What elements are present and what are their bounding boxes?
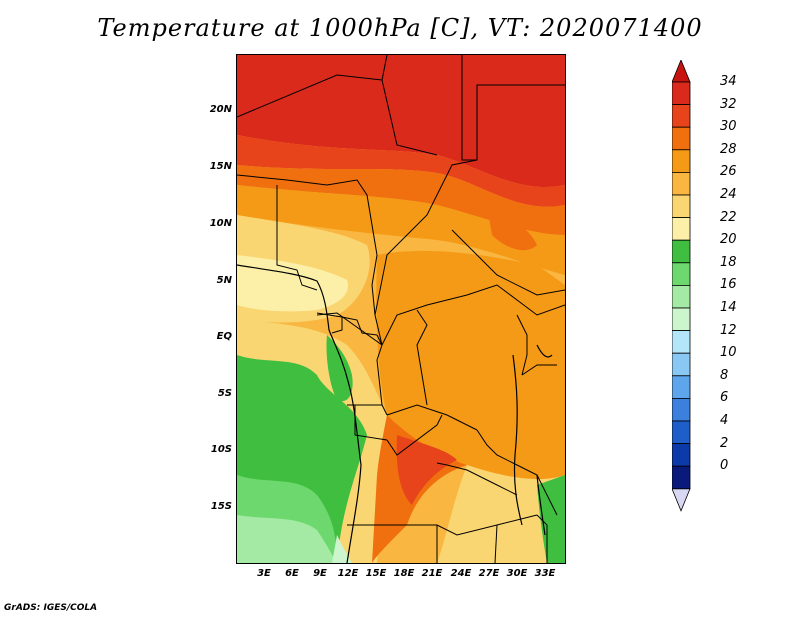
colorbar-cell: [672, 397, 691, 422]
colorbar-label: 18: [720, 254, 737, 270]
colorbar-label: 24: [720, 187, 737, 202]
colorbar-label: 2: [720, 435, 729, 451]
colorbar-cell: [672, 420, 691, 445]
colorbar-label: 28: [720, 141, 737, 157]
colorbar-cell: [672, 149, 691, 173]
lat-label-5s: 5S: [217, 388, 232, 399]
colorbar-cell: [672, 194, 691, 219]
colorbar-cell: [672, 465, 691, 490]
colorbar-cell: [672, 330, 691, 354]
colorbar: [672, 60, 691, 512]
region-30-north: [237, 165, 565, 235]
colorbar-top-arrow: [672, 60, 691, 83]
lon-label-15e: 15E: [365, 568, 387, 579]
colorbar-label: 26: [720, 164, 737, 180]
colorbar-label: 12: [720, 322, 737, 338]
lon-label-18e: 18E: [393, 568, 415, 579]
colorbar-bottom-arrow: [672, 488, 691, 512]
credit-label: GrADS: IGES/COLA: [4, 603, 98, 613]
colorbar-cell: [672, 284, 691, 309]
colorbar-label: 4: [720, 413, 729, 428]
lon-label-9e: 9E: [313, 568, 327, 579]
colorbar-cells: [672, 60, 691, 512]
temperature-map: [236, 54, 566, 564]
colorbar-label: 22: [720, 209, 737, 225]
region-28-east: [376, 250, 565, 480]
region-32: [237, 135, 565, 207]
lat-label-20n: 20N: [209, 104, 232, 115]
colorbar-cell: [672, 104, 691, 128]
colorbar-label: 30: [720, 119, 737, 135]
lat-label-10n: 10N: [209, 218, 232, 229]
colorbar-label: 14: [720, 300, 737, 315]
region-28-north: [237, 185, 565, 275]
colorbar-cell: [672, 81, 691, 106]
region-14: [332, 535, 352, 563]
colorbar-cell: [672, 239, 691, 264]
colorbar-label: 6: [720, 390, 729, 406]
colorbar-cell: [672, 126, 691, 151]
colorbar-cell: [672, 307, 691, 332]
colorbar-label: 0: [720, 458, 729, 474]
colorbar-cell: [672, 172, 691, 196]
colorbar-label: 16: [720, 277, 737, 293]
colorbar-cell: [672, 262, 691, 286]
region-34: [237, 55, 565, 188]
region-30-darfur: [487, 205, 537, 251]
lon-label-33e: 33E: [534, 568, 556, 579]
region-32-south: [396, 435, 457, 505]
colorbar-cell: [672, 443, 691, 467]
lon-label-3e: 3E: [257, 568, 271, 579]
plot-title: Temperature at 1000hPa [C], VT: 20200714…: [97, 14, 703, 42]
region-16: [237, 515, 337, 563]
lon-label-6e: 6E: [285, 568, 299, 579]
colorbar-label: 32: [720, 96, 737, 112]
colorbar-label: 8: [720, 367, 729, 383]
colorbar-cell: [672, 375, 691, 399]
colorbar-label: 10: [720, 345, 737, 361]
colorbar-label: 34: [720, 74, 737, 89]
colorbar-label: 20: [720, 232, 737, 248]
lon-label-30e: 30E: [506, 568, 528, 579]
region-24-southeast: [437, 465, 565, 563]
colorbar-cell: [672, 352, 691, 377]
region-20-east: [537, 475, 565, 563]
lat-label-10s: 10S: [210, 444, 232, 455]
lat-label-5n: 5N: [216, 275, 232, 286]
colorbar-cell: [672, 217, 691, 241]
lon-label-27e: 27E: [478, 568, 500, 579]
lat-label-15n: 15N: [209, 161, 232, 172]
lon-label-24e: 24E: [450, 568, 472, 579]
lon-label-21e: 21E: [421, 568, 443, 579]
lon-label-12e: 12E: [337, 568, 359, 579]
lat-label-15s: 15S: [210, 501, 232, 512]
region-20-coast: [326, 335, 353, 402]
country-borders: [237, 55, 565, 563]
lat-label-eq: EQ: [216, 331, 232, 342]
coastline: [237, 264, 553, 563]
